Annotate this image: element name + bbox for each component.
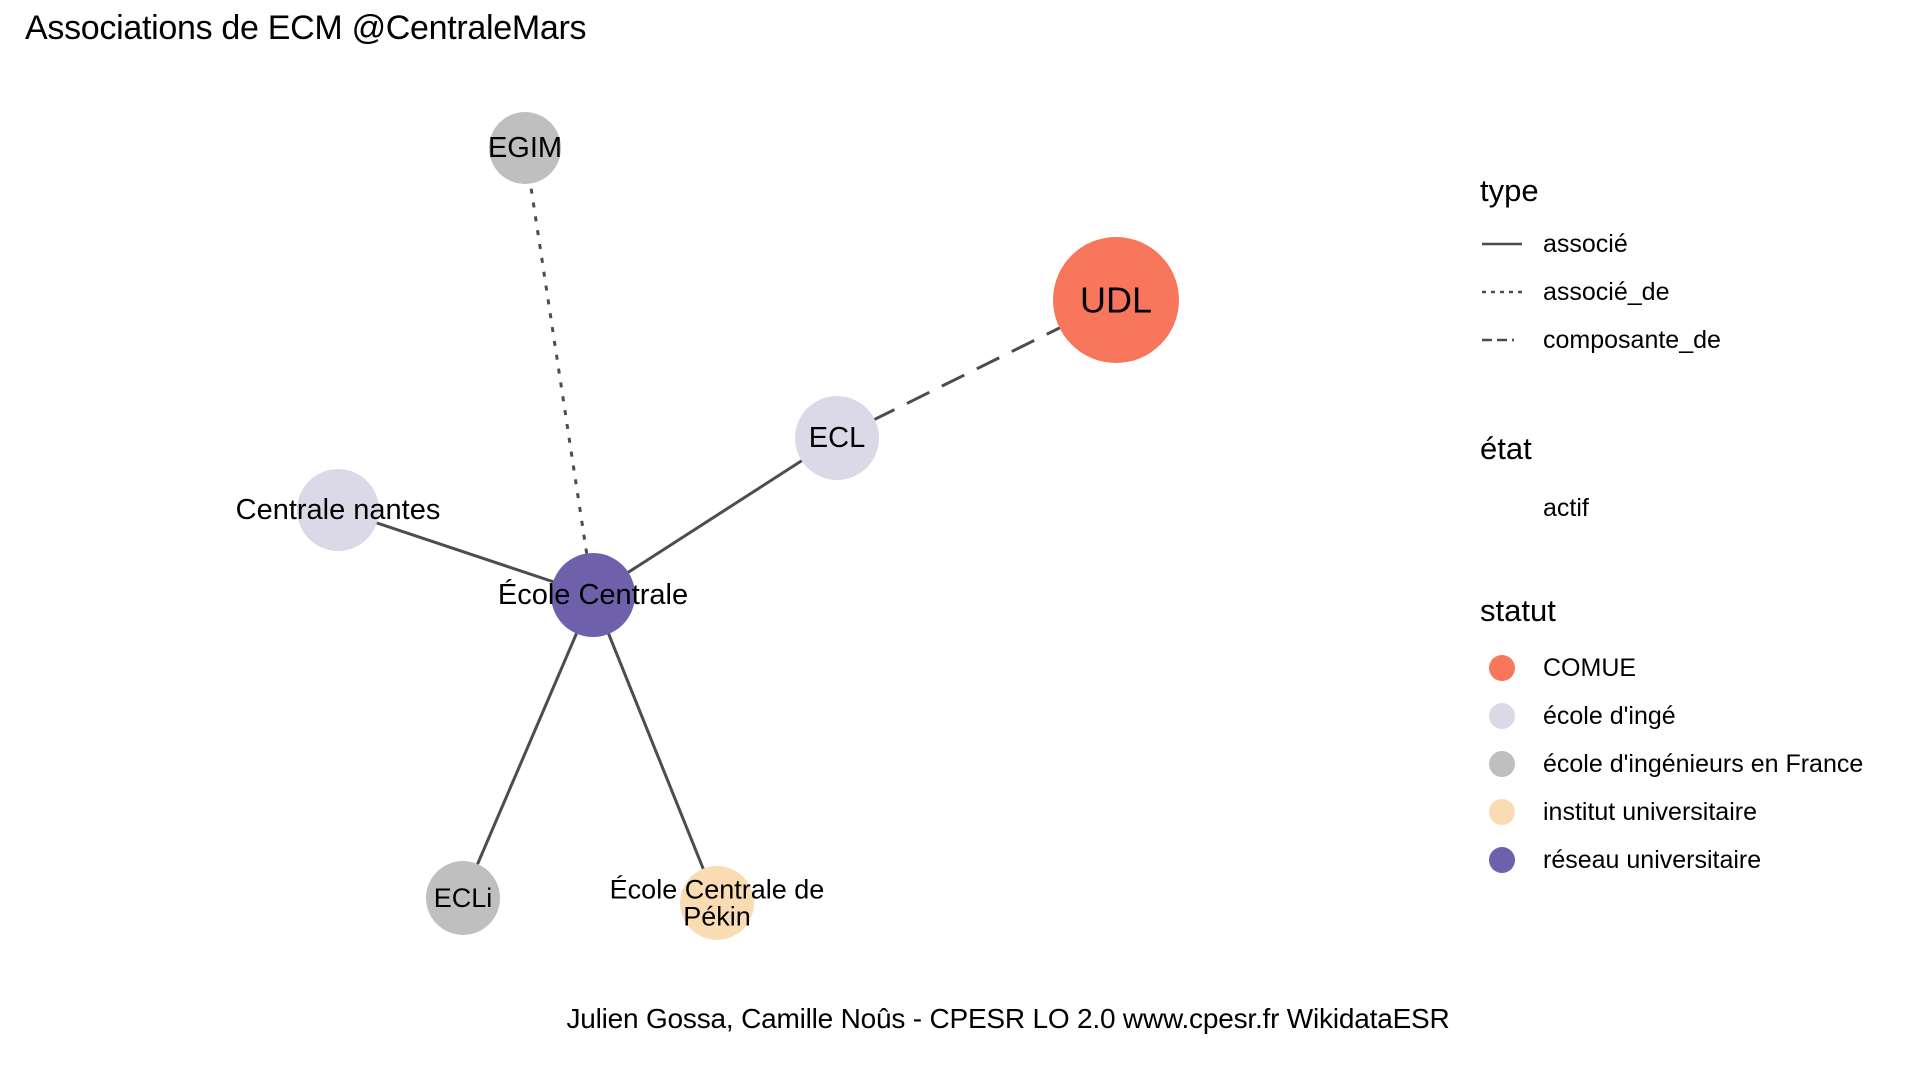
edge-ecole-centrale-ecli xyxy=(461,594,595,899)
legend-item-label: institut universitaire xyxy=(1543,797,1757,826)
legend-etat-title: état xyxy=(1480,431,1532,466)
edge-ecole-centrale-centrale-nantes xyxy=(337,508,594,597)
legend-etat: actif xyxy=(1482,484,1589,532)
edge-ecole-centrale-egim xyxy=(523,147,595,596)
ecole-dinge-color-dot-icon xyxy=(1482,702,1522,730)
solid-line-icon xyxy=(1482,230,1522,258)
legend-item-comue: COMUE xyxy=(1482,644,1863,692)
legend-item-label: actif xyxy=(1543,493,1589,522)
legend-item-label: associé_de xyxy=(1543,277,1670,306)
legend-item-associe: associé xyxy=(1482,220,1721,268)
node-circle-ecl xyxy=(795,396,879,480)
legend-item-composante-de: composante_de xyxy=(1482,316,1721,364)
legend-item-associe-de: associé_de xyxy=(1482,268,1721,316)
legend-item-actif: actif xyxy=(1482,484,1589,532)
legend-item-label: associé xyxy=(1543,229,1628,258)
ecole-dingenieurs-color-dot-icon xyxy=(1482,750,1522,778)
plot-caption: Julien Gossa, Camille Noûs - CPESR LO 2.… xyxy=(566,1003,1450,1034)
plot-title: Associations de ECM @CentraleMars xyxy=(25,9,587,47)
legend-item-label: école d'ingé xyxy=(1543,701,1676,730)
edge-ecl-udl xyxy=(836,298,1117,440)
legend-item-label: école d'ingénieurs en France xyxy=(1543,749,1864,778)
legend-type-title: type xyxy=(1480,173,1539,208)
legend-item-reseau-universitaire: réseau universitaire xyxy=(1482,836,1863,884)
node-label-egim: EGIM xyxy=(488,132,562,164)
node-label-centrale-nantes: Centrale nantes xyxy=(236,494,441,526)
legend-item-label: composante_de xyxy=(1543,325,1721,354)
node-label-udl: UDL xyxy=(1080,280,1152,321)
node-circle-ecole-centrale xyxy=(551,553,635,637)
edge-ecole-centrale-ecole-centrale-de-pekin xyxy=(591,594,719,904)
node-label-ecli: ECLi xyxy=(434,883,493,913)
node-circle-ecli xyxy=(426,861,500,935)
node-label-ecole-centrale-de-pekin: École Centrale de xyxy=(610,875,825,905)
dotted-line-icon xyxy=(1482,278,1522,306)
legend-item-ecole-dinge: école d'ingé xyxy=(1482,692,1863,740)
node-label-ecole-centrale-de-pekin: Pékin xyxy=(683,902,751,932)
reseau-color-dot-icon xyxy=(1482,846,1522,874)
legend-statut-title: statut xyxy=(1480,593,1556,628)
node-circle-ecole-centrale-de-pekin xyxy=(680,866,754,940)
legend-statut: COMUE école d'ingé école d'ingénieurs en… xyxy=(1482,644,1863,884)
legend-item-label: réseau universitaire xyxy=(1543,845,1762,874)
node-circle-centrale-nantes xyxy=(297,469,379,551)
node-circle-egim xyxy=(489,112,561,184)
legend-item-institut-universitaire: institut universitaire xyxy=(1482,788,1863,836)
dashed-line-icon xyxy=(1482,326,1522,354)
comue-color-dot-icon xyxy=(1482,654,1522,682)
node-label-ecole-centrale: École Centrale xyxy=(498,578,688,611)
node-circle-udl xyxy=(1053,237,1179,363)
edge-ecole-centrale-ecl xyxy=(592,436,838,597)
node-label-ecl: ECL xyxy=(809,422,865,454)
legend-type: associé associé_de composante_de xyxy=(1482,220,1721,364)
legend-item-label: COMUE xyxy=(1543,653,1637,682)
legend-item-ecole-dingenieurs-en-france: école d'ingénieurs en France xyxy=(1482,740,1863,788)
institut-color-dot-icon xyxy=(1482,798,1522,826)
